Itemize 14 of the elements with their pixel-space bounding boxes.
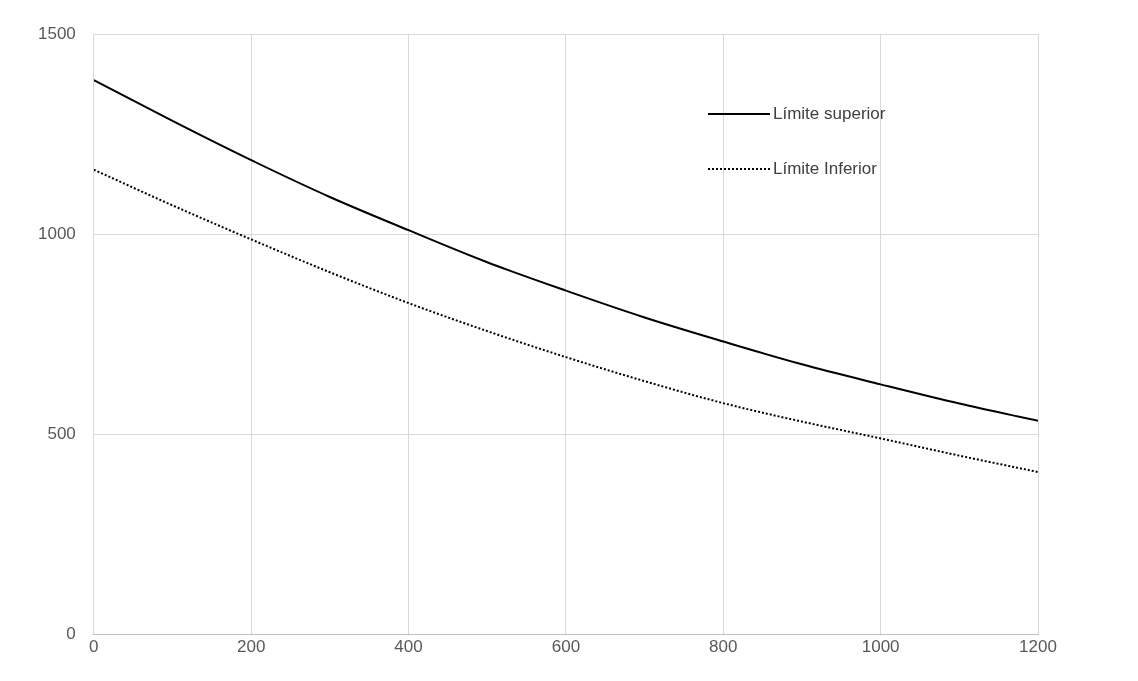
x-tick-label: 400 <box>394 637 423 657</box>
x-tick-label: 0 <box>89 637 99 657</box>
y-tick-label: 1000 <box>37 223 76 243</box>
x-tick-label: 800 <box>709 637 738 657</box>
x-tick-label: 200 <box>236 637 266 657</box>
legend-label: Límite Inferior <box>773 158 878 178</box>
y-tick-label: 1500 <box>37 23 76 43</box>
y-tick-label: 0 <box>66 624 76 644</box>
x-tick-label: 1200 <box>1019 637 1057 657</box>
y-tick-label: 500 <box>47 424 76 444</box>
legend-label: Límite superior <box>773 103 886 123</box>
x-tick-label: 1000 <box>861 637 900 657</box>
x-tick-label: 600 <box>551 637 581 657</box>
line-series <box>93 79 1038 422</box>
